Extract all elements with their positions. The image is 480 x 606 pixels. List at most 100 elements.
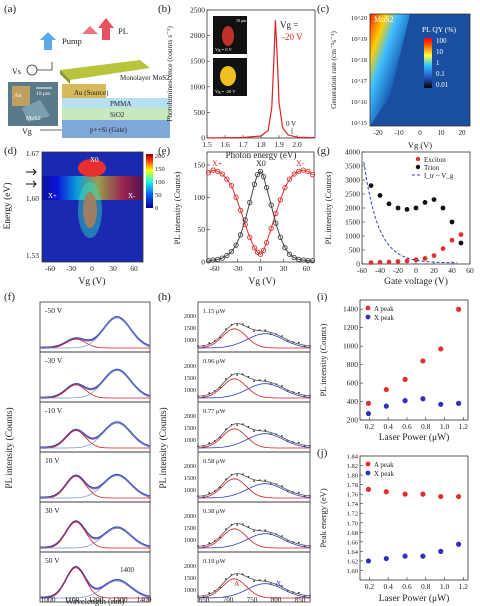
- panel-g-label: (g): [317, 145, 330, 157]
- panel-h-peak-a: [197, 528, 310, 549]
- x-tick-label: -60: [210, 264, 220, 273]
- panel-a-label: (a): [4, 3, 17, 15]
- x-tick-label: 1.0: [440, 582, 450, 591]
- y-tick-label: 1.67: [26, 149, 39, 158]
- panel-g-point: [413, 257, 419, 263]
- x-tick-label: 40: [448, 266, 456, 275]
- panel-g-point: [404, 258, 410, 264]
- panel-f-fit: [39, 565, 151, 598]
- panel-f-subplot-label: 30 V: [45, 506, 60, 515]
- panel-b-zero-v: 0 V: [286, 120, 296, 128]
- panel-j-xlabel: Laser Power (μW): [379, 593, 450, 604]
- inset-top-label: Vg = 0 V: [215, 47, 233, 52]
- y-tick-label: 1500: [184, 526, 196, 532]
- panel-e-point: [282, 184, 288, 191]
- y-tick-label: 2000: [184, 314, 196, 320]
- panel-e-point: [233, 242, 239, 248]
- micrograph-au-label: Au: [14, 93, 21, 99]
- panel-e-point: [254, 171, 261, 178]
- panel-e-point: [273, 220, 279, 226]
- panel-g-trend: [363, 162, 458, 264]
- panel-h-peak-x: [198, 433, 311, 449]
- panel-h-peak-x: [198, 483, 311, 499]
- x-tick-label: -20: [393, 266, 403, 275]
- panel-e-point: [286, 251, 293, 257]
- panel-h-point: [197, 545, 199, 548]
- panel-g-point: [440, 246, 446, 252]
- colorbar-tick-label: 50: [155, 192, 162, 199]
- panel-e-point: [237, 207, 244, 213]
- panel-e-xminus: X-: [296, 159, 305, 168]
- panel-h-point: [236, 424, 239, 426]
- panel-j-point: [383, 489, 389, 495]
- panel-e-point: [247, 234, 253, 241]
- panel-g-point: [458, 232, 464, 238]
- x-tick-label: 1.5: [202, 140, 212, 149]
- x-tick-label: 1.2: [459, 422, 469, 431]
- monolayer-edge: [60, 70, 70, 84]
- pmma-layer: [62, 98, 170, 108]
- panel-h-peak-x: [198, 333, 311, 349]
- panel-f-subplot-label: -10 V: [45, 406, 63, 415]
- panel-f-fit: [39, 473, 151, 498]
- panel-e-xplus: X+: [212, 159, 223, 168]
- panel-j-point: [456, 493, 462, 500]
- panel-h-point: [253, 580, 255, 583]
- y-tick-label: 1200: [343, 323, 358, 332]
- inset-top-flake: [222, 26, 234, 46]
- panel-h-fit: [197, 373, 311, 397]
- panel-h-point: [281, 335, 283, 337]
- y-tick-label: 2000: [184, 564, 196, 570]
- y-tick-label: 400: [347, 397, 359, 406]
- panel-c-xlabel: Vg (V): [408, 140, 432, 150]
- panel-g-point: [413, 205, 419, 211]
- x-tick-label: -10: [394, 129, 404, 137]
- y-tick-label: 1.74: [347, 501, 359, 508]
- monolayer-label: Monolayer MoS2: [120, 74, 170, 82]
- pl-arrow-icon: [98, 18, 114, 28]
- legend-marker: [415, 156, 421, 162]
- panel-g-point: [395, 259, 401, 264]
- panel-b-spectrum: [206, 20, 316, 139]
- panel-i-point: [402, 398, 408, 404]
- panel-g-point: [422, 200, 428, 205]
- panel-f-peak-a: [39, 566, 150, 599]
- panel-f-fit: [39, 421, 151, 448]
- panel-e-point: [260, 173, 267, 180]
- panel-e-fit: [208, 170, 313, 262]
- x-tick-label: 0.2: [365, 422, 375, 431]
- panel-f-fit: [40, 315, 151, 348]
- pump-arrow-shaft: [44, 40, 52, 50]
- panel-d-xminus-spot: [83, 192, 97, 228]
- panel-h-point: [297, 591, 300, 594]
- y-tick-label: 2500: [345, 190, 360, 199]
- panel-i-point: [402, 376, 408, 382]
- legend-marker: [365, 470, 371, 476]
- panel-h-subplot-label: 0.77 μW: [203, 408, 226, 415]
- panel-e-point: [219, 171, 225, 177]
- panel-e-point: [291, 254, 297, 261]
- panel-j-frame: [359, 455, 469, 581]
- y-tick-label: 200: [347, 416, 359, 425]
- y-tick-label: 1.60: [347, 568, 358, 575]
- x-tick-label: 800: [271, 596, 282, 604]
- y-tick-label: 150: [194, 160, 206, 169]
- x-tick-label: 1.9: [274, 140, 284, 149]
- x-tick-label: 1200: [89, 595, 104, 604]
- inset-bottom-label: Vg = -20 V: [215, 89, 236, 94]
- panel-g-point: [431, 253, 437, 258]
- y-tick-label: 500: [349, 246, 361, 255]
- panel-g-point: [431, 197, 437, 203]
- panel-i-point: [383, 386, 389, 393]
- x-tick-label: 1400: [137, 595, 152, 604]
- panel-f-note: 1400: [120, 566, 135, 574]
- y-tick-label: 1000: [184, 538, 196, 544]
- arrow-icon: [26, 180, 37, 188]
- panel-j-point: [402, 553, 408, 559]
- panel-f-peak-a: [40, 384, 150, 399]
- panel-h-point: [253, 430, 255, 433]
- micrograph-flake: [22, 100, 50, 122]
- y-tick-label: 500: [194, 108, 206, 117]
- y-tick-label: 0: [201, 134, 205, 143]
- y-tick-label: 1000: [184, 488, 196, 494]
